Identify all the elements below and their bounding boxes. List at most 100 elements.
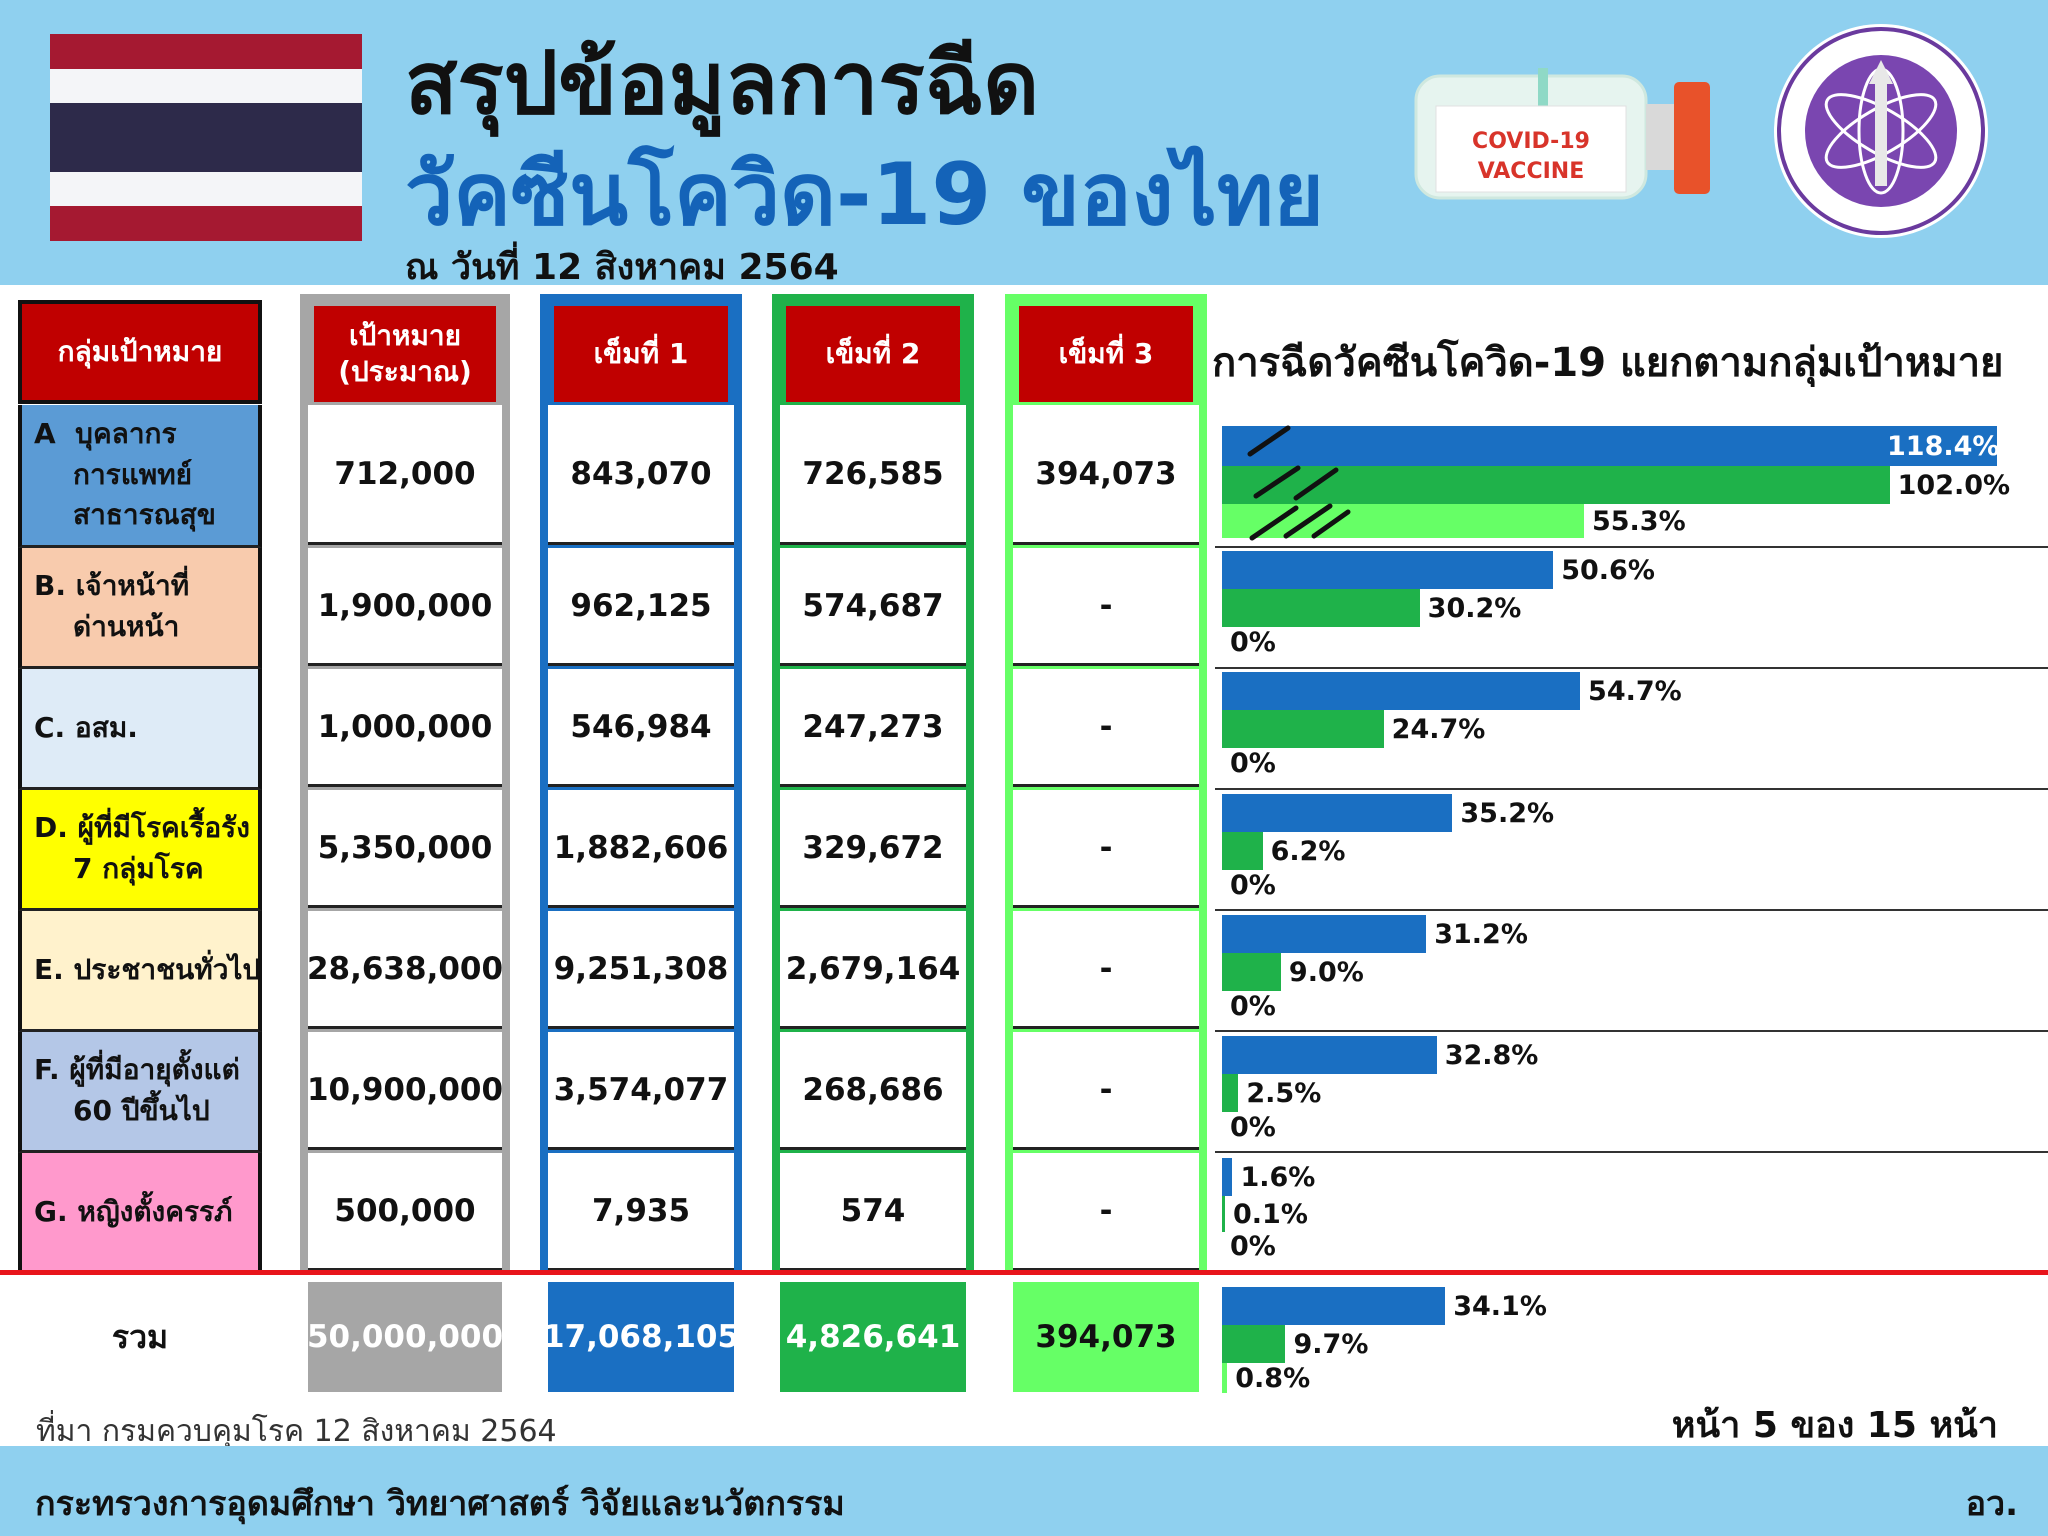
bar-label: 0% bbox=[1230, 1231, 1276, 1262]
bar-F-series2 bbox=[1222, 1074, 1239, 1112]
cell-dose1: 843,070 bbox=[548, 405, 734, 545]
bar-label: 0% bbox=[1230, 991, 1276, 1022]
vaccine-label-line1: COVID-19 bbox=[1472, 129, 1590, 154]
page-title-line1: สรุปข้อมูลการฉีด bbox=[405, 34, 1040, 134]
cell-dose2: 574 bbox=[780, 1153, 966, 1271]
bar-label: 9.0% bbox=[1288, 957, 1364, 988]
source-note: ที่มา กรมควบคุมโรค 12 สิงหาคม 2564 bbox=[36, 1414, 557, 1449]
cell-dose3: - bbox=[1013, 790, 1199, 908]
row-group-label: C. อสม. bbox=[18, 669, 262, 790]
column-header-group: กลุ่มเป้าหมาย bbox=[18, 300, 262, 404]
row-divider bbox=[1215, 1151, 2048, 1153]
bar-E-series2 bbox=[1222, 953, 1281, 991]
total-divider bbox=[0, 1270, 2048, 1275]
bar-label: 54.7% bbox=[1588, 676, 1682, 707]
cell-target: 1,900,000 bbox=[308, 548, 502, 666]
report-date: ณ วันที่ 12 สิงหาคม 2564 bbox=[405, 247, 839, 288]
syringe-icons bbox=[1247, 425, 1351, 541]
bar-B-series1 bbox=[1222, 551, 1554, 589]
row-divider bbox=[1215, 1030, 2048, 1032]
cell-dose1: 7,935 bbox=[548, 1153, 734, 1271]
column-header-target: เป้าหมาย (ประมาณ) bbox=[314, 306, 496, 402]
bar-รวม-series2 bbox=[1222, 1325, 1286, 1363]
cell-dose1: 1,882,606 bbox=[548, 790, 734, 908]
total-dose1: 17,068,105 bbox=[543, 1282, 739, 1392]
cell-dose2: 329,672 bbox=[780, 790, 966, 908]
cell-dose2: 268,686 bbox=[780, 1032, 966, 1150]
cell-dose2: 247,273 bbox=[780, 669, 966, 787]
bar-รวม-series1 bbox=[1222, 1287, 1446, 1325]
cell-target: 1,000,000 bbox=[308, 669, 502, 787]
row-group-label: A บุคลากร การแพทย์ สาธารณสุข bbox=[18, 405, 262, 548]
ministry-abbr: อว. bbox=[1965, 1484, 2018, 1524]
row-group-label: F. ผู้ที่มีอายุตั้งแต่ 60 ปีขึ้นไป bbox=[18, 1032, 262, 1153]
bar-label: 30.2% bbox=[1427, 593, 1522, 624]
bar-D-series2 bbox=[1222, 832, 1263, 870]
cell-target: 5,350,000 bbox=[308, 790, 502, 908]
bar-G-series1 bbox=[1222, 1158, 1233, 1196]
bar-A-series1 bbox=[1222, 426, 1997, 466]
cell-target: 500,000 bbox=[308, 1153, 502, 1271]
page-title-line2: วัคซีนโควิด-19 ของไทย bbox=[405, 145, 1324, 245]
row-group-label: B. เจ้าหน้าที่ ด่านหน้า bbox=[18, 548, 262, 669]
bar-B-series2 bbox=[1222, 589, 1420, 627]
cell-dose3: - bbox=[1013, 911, 1199, 1029]
vaccine-vial-icon: COVID-19 VACCINE bbox=[1414, 68, 1710, 200]
row-group-label: E. ประชาชนทั่วไป bbox=[18, 911, 262, 1032]
bar-E-series1 bbox=[1222, 915, 1427, 953]
bar-label: 0.8% bbox=[1235, 1363, 1311, 1394]
bar-label: 31.2% bbox=[1434, 919, 1528, 950]
cell-target: 28,638,000 bbox=[307, 911, 503, 1029]
vaccine-label-line2: VACCINE bbox=[1478, 159, 1584, 184]
row-divider bbox=[1215, 546, 2048, 548]
cell-dose3: - bbox=[1013, 548, 1199, 666]
footer-banner bbox=[0, 1446, 2048, 1536]
bar-label: 1.6% bbox=[1240, 1162, 1316, 1193]
cell-dose3: 394,073 bbox=[1013, 405, 1199, 545]
cell-dose2: 726,585 bbox=[780, 405, 966, 545]
bar-label: 0% bbox=[1230, 1112, 1276, 1143]
bar-label: 9.7% bbox=[1293, 1329, 1369, 1360]
bar-label: 50.6% bbox=[1561, 555, 1655, 586]
row-group-label: G. หญิงตั้งครรภ์ bbox=[18, 1153, 262, 1274]
bar-label: 35.2% bbox=[1460, 798, 1555, 829]
bar-label: 6.2% bbox=[1270, 836, 1346, 867]
bar-C-series2 bbox=[1222, 710, 1384, 748]
thai-flag-icon bbox=[50, 34, 362, 241]
bar-label: 55.3% bbox=[1591, 506, 1686, 537]
cell-dose3: - bbox=[1013, 1032, 1199, 1150]
ministry-name: กระทรวงการอุดมศึกษา วิทยาศาสตร์ วิจัยและ… bbox=[35, 1484, 845, 1524]
total-dose2: 4,826,641 bbox=[780, 1282, 966, 1392]
cell-target: 712,000 bbox=[308, 405, 502, 545]
bar-F-series1 bbox=[1222, 1036, 1437, 1074]
page-number: หน้า 5 ของ 15 หน้า bbox=[1671, 1405, 1998, 1446]
cell-dose1: 3,574,077 bbox=[548, 1032, 734, 1150]
bar-label: 24.7% bbox=[1391, 714, 1486, 745]
bar-รวม-series3 bbox=[1222, 1363, 1228, 1393]
column-header-dose3: เข็มที่ 3 bbox=[1019, 306, 1193, 402]
cell-dose3: - bbox=[1013, 669, 1199, 787]
cell-dose2: 2,679,164 bbox=[780, 911, 966, 1029]
bar-G-series2 bbox=[1222, 1196, 1225, 1232]
cell-dose3: - bbox=[1013, 1153, 1199, 1271]
bar-C-series1 bbox=[1222, 672, 1581, 710]
row-divider bbox=[1215, 909, 2048, 911]
cell-dose1: 9,251,308 bbox=[548, 911, 734, 1029]
bar-label: 0% bbox=[1230, 870, 1276, 901]
cell-dose2: 574,687 bbox=[780, 548, 966, 666]
bar-label: 118.4% bbox=[1887, 431, 2000, 462]
row-group-label: D. ผู้ที่มีโรคเรื้อรัง 7 กลุ่มโรค bbox=[18, 790, 262, 911]
cell-dose1: 546,984 bbox=[548, 669, 734, 787]
bar-A-series3 bbox=[1222, 504, 1584, 538]
bar-label: 2.5% bbox=[1246, 1078, 1322, 1109]
chart-title: การฉีดวัคซีนโควิด-19 แยกตามกลุ่มเป้าหมาย bbox=[1212, 340, 2004, 386]
column-header-dose1: เข็มที่ 1 bbox=[554, 306, 728, 402]
cell-target: 10,900,000 bbox=[307, 1032, 503, 1150]
bar-label: 102.0% bbox=[1897, 470, 2011, 501]
bar-label: 0% bbox=[1230, 627, 1276, 658]
bar-label: 32.8% bbox=[1444, 1040, 1539, 1071]
row-divider bbox=[1215, 667, 2048, 669]
bar-label: 34.1% bbox=[1453, 1291, 1547, 1322]
bar-label: 0% bbox=[1230, 748, 1276, 779]
total-target: 50,000,000 bbox=[307, 1282, 503, 1392]
